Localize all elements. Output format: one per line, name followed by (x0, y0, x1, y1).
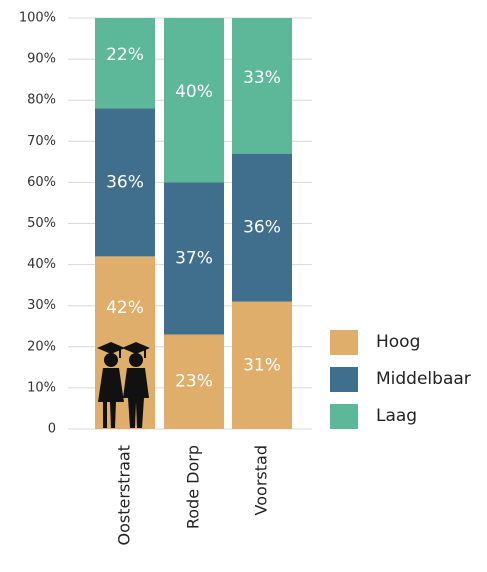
x-tick-label: Rode Dorp (184, 445, 203, 529)
x-tick-label: Oosterstraat (115, 445, 134, 545)
bars (95, 18, 292, 429)
bar-segment (164, 182, 224, 335)
y-tick-label: 0 (48, 422, 56, 437)
value-label: 22% (106, 45, 144, 65)
value-label: 40% (175, 82, 213, 102)
legend-swatch (330, 367, 358, 392)
value-label: 23% (175, 372, 213, 392)
y-tick-label: 80% (27, 93, 56, 108)
legend-label: Hoog (376, 332, 420, 352)
x-tick-label: Voorstad (252, 445, 271, 515)
legend-label: Laag (376, 406, 417, 426)
bar-segment (232, 153, 292, 302)
y-tick-label: 10% (27, 380, 56, 395)
y-tick-label: 60% (27, 175, 56, 190)
value-label: 36% (243, 218, 281, 238)
value-label: 31% (243, 355, 281, 375)
y-tick-label: 100% (19, 11, 56, 26)
legend-label: Middelbaar (376, 369, 471, 389)
bar-segment (232, 18, 292, 154)
labels: 0 10% 20% 30% 40% 50% 60% 70% 80% 90% 100% 42% 36% 22… (19, 11, 471, 546)
bar-segment (164, 18, 224, 183)
bar-segment (232, 301, 292, 429)
bar-segment (95, 18, 155, 109)
legend-swatch (330, 330, 358, 355)
value-label: 36% (106, 172, 144, 192)
graduate-icons (97, 342, 150, 428)
y-tick-label: 90% (27, 52, 56, 67)
value-label: 33% (243, 68, 281, 88)
graduate-icon (97, 342, 125, 428)
y-tick-label: 30% (27, 298, 56, 313)
graduate-icon (122, 342, 150, 428)
y-tick-label: 20% (27, 339, 56, 354)
value-label: 37% (175, 248, 213, 268)
y-tick-label: 70% (27, 134, 56, 149)
legend-swatch (330, 404, 358, 429)
bar-segment (164, 334, 224, 429)
bar-segment (95, 108, 155, 257)
value-label: 42% (106, 298, 144, 318)
y-tick-label: 40% (27, 257, 56, 272)
y-tick-label: 50% (27, 216, 56, 231)
